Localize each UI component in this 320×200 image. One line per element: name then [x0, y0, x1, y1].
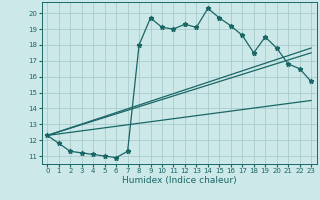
X-axis label: Humidex (Indice chaleur): Humidex (Indice chaleur)	[122, 176, 236, 185]
